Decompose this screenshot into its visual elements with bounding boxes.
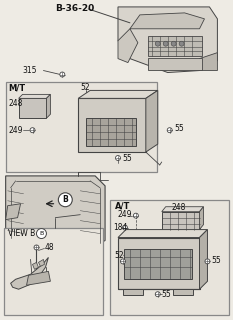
Text: 249: 249 xyxy=(118,210,133,219)
Bar xyxy=(86,118,136,146)
Polygon shape xyxy=(146,91,158,152)
Bar xyxy=(4,228,103,315)
Circle shape xyxy=(205,259,210,264)
Circle shape xyxy=(134,213,138,218)
Text: B: B xyxy=(39,231,43,236)
Text: 52: 52 xyxy=(80,83,90,92)
Polygon shape xyxy=(199,53,217,70)
Polygon shape xyxy=(11,257,48,289)
Circle shape xyxy=(37,228,46,238)
Bar xyxy=(110,200,229,315)
Bar xyxy=(123,289,143,295)
Circle shape xyxy=(58,193,72,207)
Text: 315: 315 xyxy=(23,66,37,75)
Circle shape xyxy=(30,128,35,133)
Text: 55: 55 xyxy=(162,290,171,299)
Bar xyxy=(6,83,157,172)
Polygon shape xyxy=(199,229,207,289)
Circle shape xyxy=(60,72,65,77)
Bar xyxy=(173,289,192,295)
Circle shape xyxy=(163,41,168,46)
Polygon shape xyxy=(33,262,38,269)
Polygon shape xyxy=(27,271,50,285)
Text: 52: 52 xyxy=(114,251,124,260)
Bar xyxy=(148,36,202,56)
Circle shape xyxy=(123,225,127,230)
Circle shape xyxy=(34,245,39,250)
Circle shape xyxy=(120,259,125,264)
Circle shape xyxy=(116,156,120,161)
Text: 184: 184 xyxy=(113,223,127,232)
Text: 55: 55 xyxy=(122,154,132,163)
Polygon shape xyxy=(38,260,45,266)
Text: VIEW B: VIEW B xyxy=(8,229,35,238)
Circle shape xyxy=(179,41,184,46)
Polygon shape xyxy=(118,229,207,237)
Polygon shape xyxy=(199,207,203,229)
Bar xyxy=(148,58,202,69)
Polygon shape xyxy=(130,13,205,29)
Polygon shape xyxy=(118,237,199,289)
Circle shape xyxy=(167,128,172,133)
Polygon shape xyxy=(6,176,105,245)
Text: 55: 55 xyxy=(211,256,221,265)
Text: 249: 249 xyxy=(9,126,23,135)
Polygon shape xyxy=(46,94,50,118)
Polygon shape xyxy=(19,94,50,98)
Polygon shape xyxy=(78,91,158,98)
Polygon shape xyxy=(118,29,138,63)
Circle shape xyxy=(155,41,160,46)
Circle shape xyxy=(155,292,160,297)
Circle shape xyxy=(171,41,176,46)
Text: M/T: M/T xyxy=(9,84,26,93)
Polygon shape xyxy=(6,204,21,220)
Polygon shape xyxy=(162,207,203,212)
Polygon shape xyxy=(118,7,217,73)
Text: 248: 248 xyxy=(9,99,23,108)
Text: B-36-20: B-36-20 xyxy=(55,4,95,13)
Polygon shape xyxy=(19,98,46,118)
Text: 55: 55 xyxy=(175,124,184,133)
Polygon shape xyxy=(162,212,199,229)
Polygon shape xyxy=(78,98,146,152)
Text: 248: 248 xyxy=(172,203,186,212)
Text: A/T: A/T xyxy=(115,201,130,210)
Text: B: B xyxy=(62,195,68,204)
Text: 48: 48 xyxy=(45,243,54,252)
Bar xyxy=(124,250,192,279)
